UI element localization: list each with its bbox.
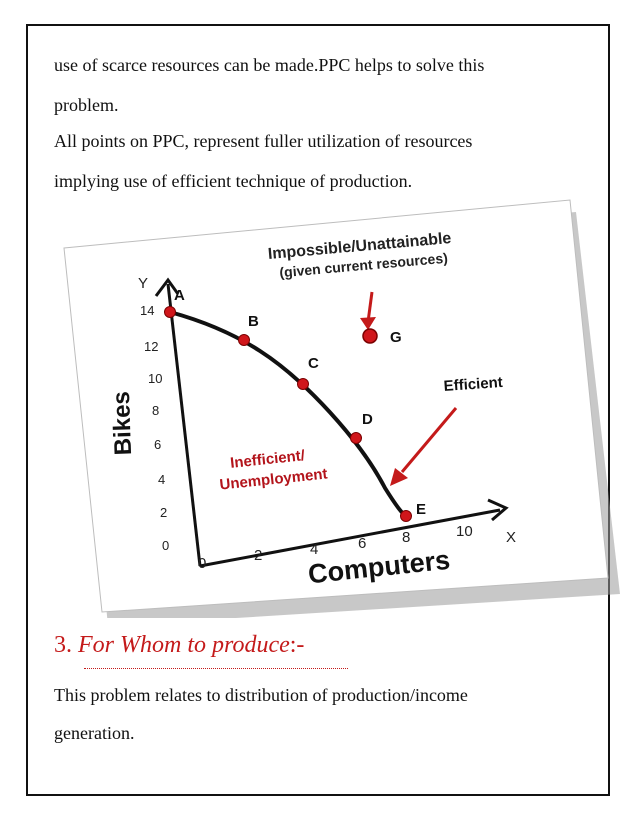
section-title: For Whom to produce xyxy=(78,632,290,658)
x-axis-line xyxy=(199,508,501,568)
x-axis-letter: X xyxy=(506,529,516,546)
section-number: 3. xyxy=(54,632,72,658)
x-tick-8: 8 xyxy=(402,529,410,546)
page-frame xyxy=(26,24,610,796)
x-tick-4: 4 xyxy=(310,541,318,558)
point-d xyxy=(350,432,362,444)
x-tick-6: 6 xyxy=(358,535,366,552)
body-line-4: implying use of efficient technique of p… xyxy=(54,171,413,191)
label-g: G xyxy=(390,329,402,346)
point-b xyxy=(238,334,250,346)
label-a: A xyxy=(174,287,185,304)
y-tick-12: 12 xyxy=(144,339,158,354)
y-tick-2: 2 xyxy=(160,505,167,520)
y-axis-letter: Y xyxy=(138,275,148,292)
body-line-3: All points on PPC, represent fuller util… xyxy=(54,131,473,151)
efficient-label: Efficient xyxy=(443,374,503,395)
point-c xyxy=(297,378,309,390)
label-d: D xyxy=(362,411,373,428)
y-tick-14: 14 xyxy=(140,303,154,318)
efficient-arrow xyxy=(400,407,458,473)
y-axis-title: Bikes xyxy=(108,391,137,456)
x-tick-2: 2 xyxy=(254,547,262,564)
x-axis-arrowhead xyxy=(487,498,509,522)
y-tick-10: 10 xyxy=(148,371,162,386)
x-tick-10: 10 xyxy=(456,523,473,540)
body-line-2: problem. xyxy=(54,95,119,115)
section-suffix: :- xyxy=(289,632,305,658)
ppc-diagram-svg: Impossible/Unattainable (given current r… xyxy=(63,199,620,618)
y-tick-4: 4 xyxy=(158,472,165,487)
label-b: B xyxy=(248,313,259,330)
y-tick-8: 8 xyxy=(152,403,159,418)
arrow-to-g-head xyxy=(360,317,376,330)
body-line-1: use of scarce resources can be made.PPC … xyxy=(54,55,485,75)
y-axis-arrowhead xyxy=(154,277,180,297)
section-line-2: generation. xyxy=(54,723,135,743)
section-heading-underline xyxy=(84,668,348,669)
x-tick-0: 0 xyxy=(198,555,206,572)
label-c: C xyxy=(308,355,319,372)
section-line-1: This problem relates to distribution of … xyxy=(54,685,468,705)
y-tick-0: 0 xyxy=(162,538,169,553)
y-tick-6: 6 xyxy=(154,437,161,452)
figure-card xyxy=(63,199,609,613)
ppc-curve xyxy=(169,310,408,518)
section-heading: 3. For Whom to produce:- xyxy=(54,632,304,659)
label-e: E xyxy=(416,501,426,518)
point-a xyxy=(164,306,176,318)
point-e xyxy=(400,510,412,522)
y-axis-line xyxy=(166,283,202,567)
ppc-figure: Impossible/Unattainable (given current r… xyxy=(60,198,630,618)
efficient-arrow-head xyxy=(390,468,408,486)
point-g xyxy=(362,328,378,344)
arrow-to-g xyxy=(366,291,374,323)
